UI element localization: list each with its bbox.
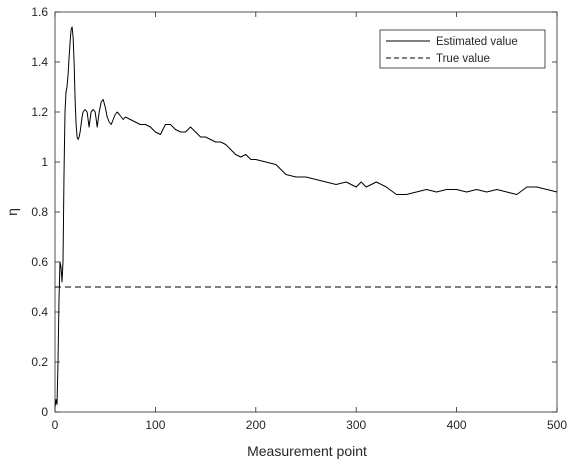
legend-box xyxy=(379,29,546,69)
y-tick-label: 1 xyxy=(41,155,48,169)
y-tick-label: 1.6 xyxy=(31,5,48,19)
x-tick-label: 300 xyxy=(346,418,366,432)
y-tick-label: 0.4 xyxy=(31,305,48,319)
y-tick-label: 0 xyxy=(41,405,48,419)
y-tick-label: 0.6 xyxy=(31,255,48,269)
legend-true-label: True value xyxy=(436,53,490,65)
y-tick-label: 0.2 xyxy=(31,355,48,369)
x-axis-label: Measurement point xyxy=(247,443,367,459)
x-tick-label: 0 xyxy=(52,418,59,432)
x-tick-label: 200 xyxy=(246,418,266,432)
y-tick-label: 1.2 xyxy=(31,105,48,119)
axis-ticks: 0 100 200 300 400 500 0 0.2 0.4 0.6 0.8 1 1.2 1.4 1.6 xyxy=(31,5,567,432)
legend-estimated-label: Estimated value xyxy=(436,36,518,48)
axes-box xyxy=(54,11,558,413)
plot-area xyxy=(54,11,558,413)
legend: Estimated value True value xyxy=(379,29,546,69)
series-line-estimated-value xyxy=(54,26,558,408)
y-tick-label: 1.4 xyxy=(31,55,48,69)
x-tick-label: 100 xyxy=(145,418,165,432)
x-tick-label: 400 xyxy=(447,418,467,432)
x-tick-label: 500 xyxy=(547,418,567,432)
y-tick-label: 0.8 xyxy=(31,205,48,219)
y-axis-label: η xyxy=(4,208,20,216)
